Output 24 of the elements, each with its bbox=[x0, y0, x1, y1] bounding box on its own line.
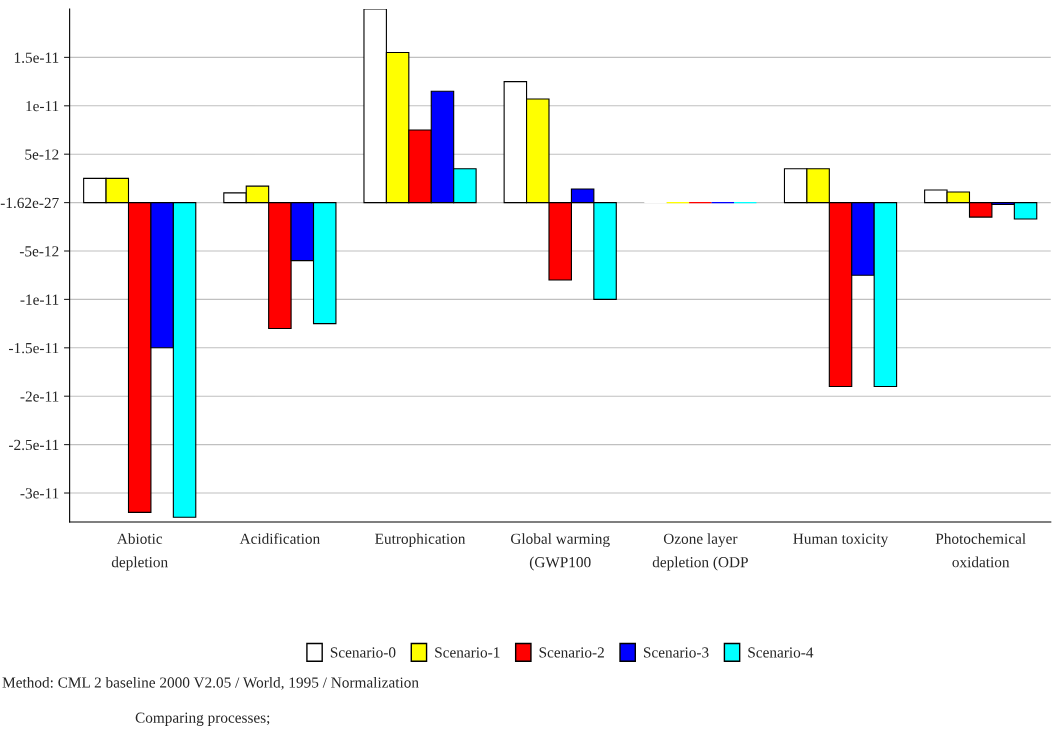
text: Method: CML 2 baseline 2000 V2.05 / World, 1995 / Normalization bbox=[2, 676, 419, 690]
y-tick-label: 5e-12 bbox=[25, 149, 59, 160]
x-tick-label: Acidification bbox=[239, 533, 320, 544]
y-tick-label: 1e-11 bbox=[26, 101, 59, 112]
x-tick-label: Abiotic depletion bbox=[111, 533, 168, 571]
y-tick-label: -1.62e-27 bbox=[0, 197, 59, 209]
legend-label: Scenario-0 bbox=[330, 647, 396, 658]
y-tick-label: -2e-11 bbox=[20, 391, 59, 402]
y-tick-label: -1.5e-11 bbox=[9, 343, 59, 354]
y-tick-label: -3e-11 bbox=[20, 488, 59, 499]
legend-label: Scenario-2 bbox=[539, 647, 604, 658]
text: Comparing processes; bbox=[135, 712, 270, 726]
x-tick-label: Global warming (GWP100 bbox=[510, 533, 610, 571]
x-tick-label: Eutrophication bbox=[375, 533, 466, 548]
legend-label: Scenario-3 bbox=[643, 647, 709, 658]
y-tick-label: -1e-11 bbox=[20, 294, 59, 305]
x-tick-label: Photochemical oxidation bbox=[935, 533, 1026, 568]
y-tick-label: 1.5e-11 bbox=[14, 52, 59, 63]
y-tick-label: -2.5e-11 bbox=[9, 439, 59, 451]
legend-label: Scenario-1 bbox=[435, 647, 500, 658]
x-tick-label: Ozone layer depletion (ODP bbox=[652, 533, 748, 571]
y-tick-label: -5e-12 bbox=[19, 246, 59, 257]
x-tick-label: Human toxicity bbox=[793, 533, 889, 548]
legend-label: Scenario-4 bbox=[748, 647, 814, 658]
